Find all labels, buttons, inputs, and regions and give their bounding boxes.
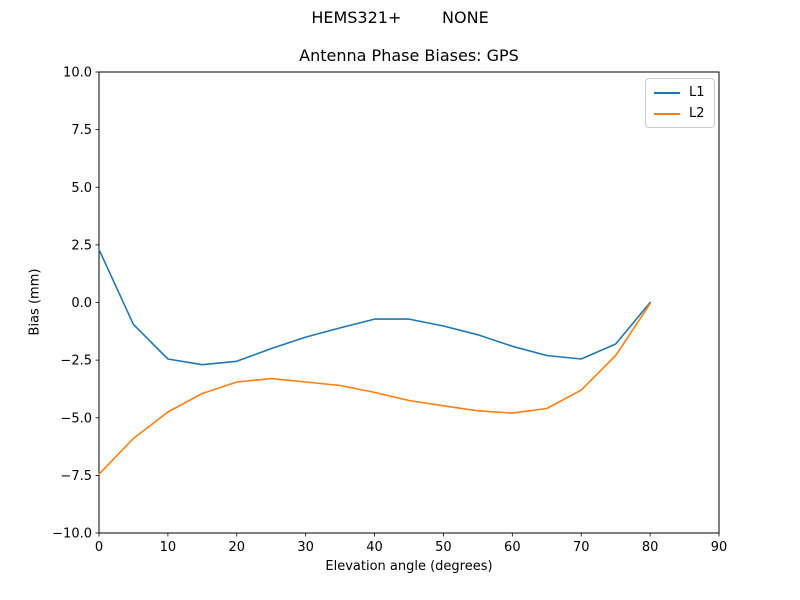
- y-tick-label: 5.0: [71, 181, 92, 196]
- legend-line-swatch-l1: [654, 91, 680, 94]
- y-axis-label: Bias (mm): [27, 268, 43, 336]
- y-tick-label: −10.0: [52, 527, 92, 542]
- legend-item-l1: L1: [654, 86, 706, 99]
- x-tick-label: 90: [711, 540, 728, 555]
- y-tick-label: 10.0: [63, 66, 92, 81]
- y-tick-label: 0.0: [71, 296, 92, 311]
- x-tick-label: 50: [435, 540, 452, 555]
- x-tick-label: 10: [160, 540, 177, 555]
- y-tick-label: 2.5: [71, 238, 92, 253]
- x-tick-label: 0: [95, 540, 103, 555]
- y-tick-label: −5.0: [60, 411, 92, 426]
- figure-suptitle: HEMS321+ NONE: [311, 8, 489, 27]
- x-tick-label: 40: [366, 540, 383, 555]
- legend-label-l2: L2: [689, 106, 705, 121]
- x-tick-label: 70: [573, 540, 590, 555]
- x-tick-label: 60: [504, 540, 521, 555]
- y-tick-label: 7.5: [71, 123, 92, 138]
- y-tick-label: −7.5: [60, 469, 92, 484]
- legend-line-swatch-l2: [654, 112, 680, 115]
- series-line-l1: [98, 248, 651, 366]
- legend: L1 L2: [645, 78, 715, 128]
- x-tick-label: 20: [229, 540, 246, 555]
- y-tick-label: −2.5: [60, 354, 92, 369]
- legend-label-l1: L1: [689, 85, 705, 100]
- axes-spines: [98, 71, 720, 534]
- x-axis-label: Elevation angle (degrees): [325, 559, 493, 574]
- x-tick-label: 80: [642, 540, 659, 555]
- legend-item-l2: L2: [654, 107, 706, 120]
- chart-title: Antenna Phase Biases: GPS: [299, 46, 519, 65]
- x-tick-label: 30: [297, 540, 314, 555]
- series-line-l2: [98, 302, 651, 476]
